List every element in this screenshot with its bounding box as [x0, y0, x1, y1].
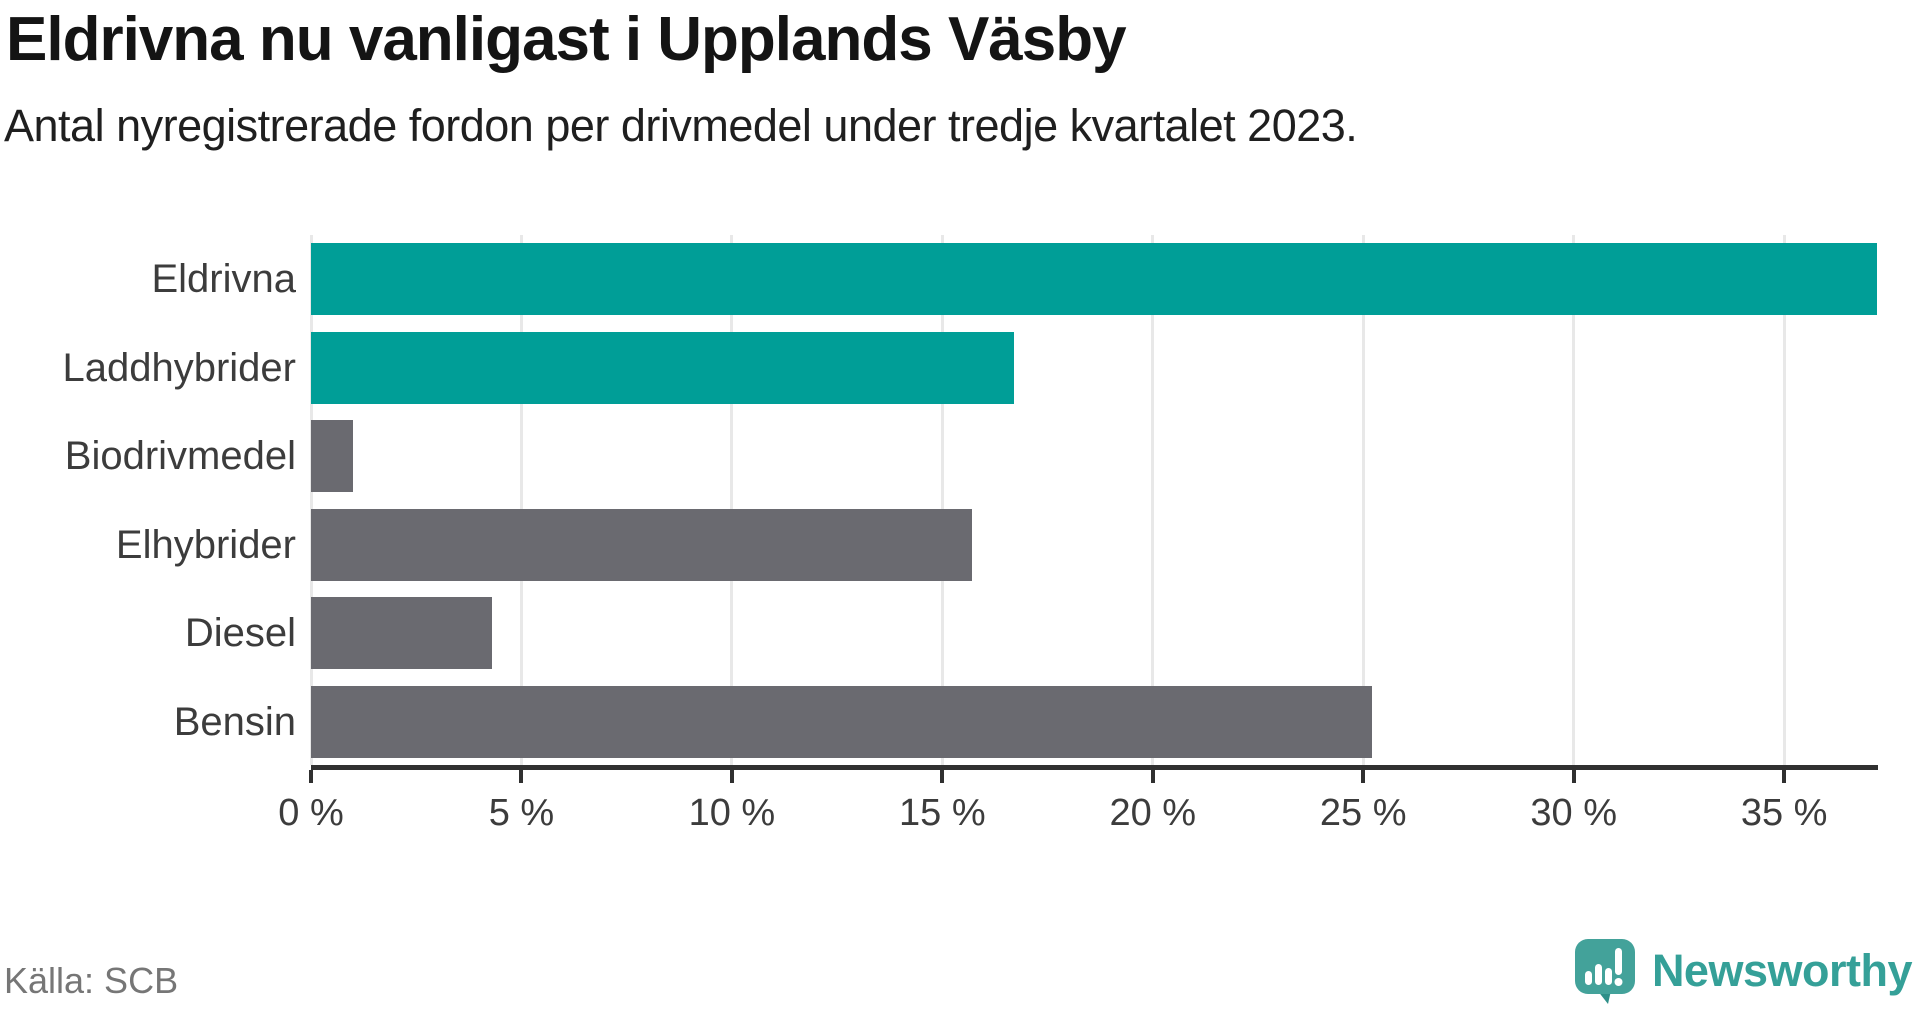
gridline-5 — [519, 235, 523, 765]
x-tick-label-20: 20 % — [1109, 792, 1197, 834]
x-tick-label-30: 30 % — [1530, 792, 1617, 834]
category-label-elhybrider: Elhybrider — [115, 522, 296, 567]
x-tick-35 — [1782, 770, 1787, 783]
newsworthy-bubble-chart-icon — [1574, 939, 1635, 1004]
gridline-30 — [1572, 235, 1576, 765]
x-tick-25 — [1361, 770, 1366, 783]
chart-subtitle: Antal nyregistrerade fordon per drivmede… — [4, 100, 1358, 151]
x-tick-label-35: 35 % — [1740, 792, 1828, 834]
bar-laddhybrider — [311, 331, 1014, 404]
bar-eldrivna — [311, 243, 1877, 316]
x-tick-0 — [309, 770, 313, 783]
category-label-bensin: Bensin — [173, 699, 296, 744]
newsworthy-logo: Newsworthy — [1574, 938, 1913, 1004]
bar-biodrivmedel — [311, 420, 354, 493]
gridline-0 — [309, 235, 313, 765]
x-axis-line — [311, 765, 1878, 770]
x-tick-label-0: 0 % — [278, 792, 344, 834]
x-tick-10 — [729, 770, 734, 783]
x-tick-30 — [1571, 770, 1576, 783]
x-tick-5 — [519, 770, 524, 783]
x-tick-label-25: 25 % — [1319, 792, 1407, 834]
bar-diesel — [311, 597, 492, 670]
gridline-25 — [1361, 235, 1365, 765]
x-tick-20 — [1150, 770, 1155, 783]
gridline-35 — [1782, 235, 1786, 765]
x-tick-label-15: 15 % — [899, 792, 986, 834]
category-label-diesel: Diesel — [184, 611, 296, 656]
category-label-laddhybrider: Laddhybrider — [62, 345, 297, 390]
x-tick-label-5: 5 % — [488, 792, 555, 834]
source-note: Källa: SCB — [4, 960, 179, 1001]
x-tick-15 — [940, 770, 945, 783]
gridline-10 — [730, 235, 734, 765]
category-label-eldrivna: Eldrivna — [151, 257, 296, 302]
gridline-15 — [940, 235, 944, 765]
chart-title: Eldrivna nu vanligast i Upplands Väsby — [6, 5, 1127, 74]
brand-name: Newsworthy — [1651, 945, 1913, 996]
x-tick-label-10: 10 % — [688, 792, 776, 834]
bar-bensin — [311, 685, 1372, 758]
bar-elhybrider — [311, 508, 972, 581]
gridline-20 — [1151, 235, 1155, 765]
category-label-biodrivmedel: Biodrivmedel — [64, 434, 296, 479]
